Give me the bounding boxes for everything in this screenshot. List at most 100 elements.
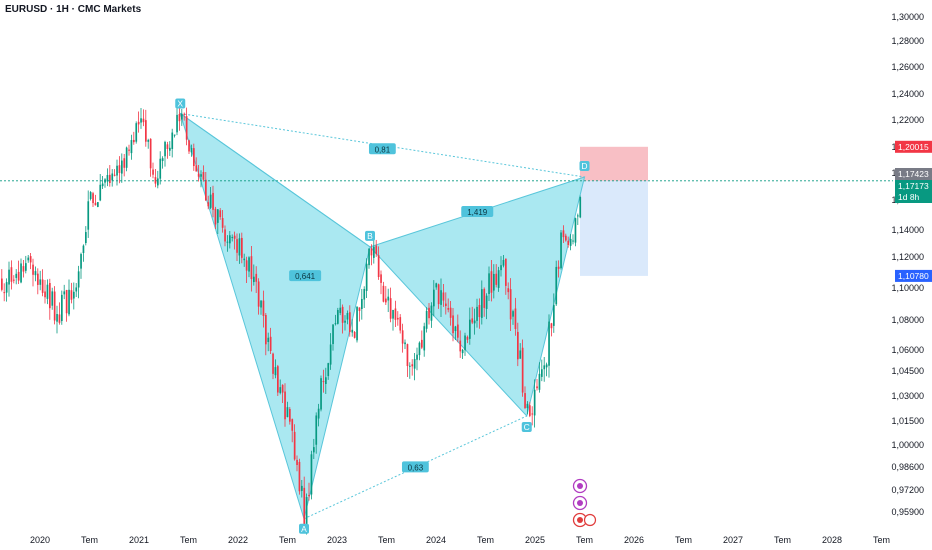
- candle-body: [178, 114, 181, 122]
- candle-body: [423, 326, 426, 351]
- candle-body: [188, 140, 190, 152]
- pattern-point-d[interactable]: [579, 161, 590, 172]
- candle-body: [87, 201, 90, 230]
- lightning-event-icon[interactable]: [572, 478, 588, 494]
- candle-body: [425, 310, 428, 329]
- candle-body: [435, 283, 438, 288]
- candle-body: [53, 291, 56, 321]
- candle-body: [392, 309, 394, 319]
- candle-body: [389, 298, 392, 319]
- candle-body: [298, 461, 301, 492]
- take-profit-zone[interactable]: [580, 180, 648, 276]
- candle-body: [77, 271, 80, 288]
- candle-body: [457, 324, 459, 338]
- candle-body: [370, 248, 373, 256]
- candle-body: [219, 210, 222, 218]
- candle-body: [56, 314, 58, 322]
- candle-body: [250, 256, 253, 280]
- candle-body: [315, 415, 318, 445]
- candle-body: [454, 326, 457, 332]
- candle-body: [387, 296, 390, 301]
- candle-body: [118, 165, 121, 173]
- candle-body: [413, 359, 416, 369]
- candle-body: [346, 312, 349, 320]
- candle-body: [217, 209, 219, 223]
- candle-body: [149, 138, 152, 169]
- ratio-label[interactable]: [368, 143, 396, 155]
- candle-body: [190, 148, 193, 153]
- price-tag-countdown[interactable]: 1d 8h: [895, 191, 932, 203]
- dividend-event-icon[interactable]: [572, 495, 588, 511]
- price-tick-label: 1,10000: [891, 283, 924, 293]
- candle-body: [517, 331, 519, 360]
- event-icons: [572, 478, 597, 528]
- symbol-title[interactable]: EURUSD · 1H · CMC Markets: [5, 4, 142, 15]
- triangle-xab[interactable]: [179, 112, 371, 521]
- candle-body: [349, 312, 351, 333]
- candle-body: [20, 263, 22, 283]
- price-tag-stop-loss[interactable]: 1,20015: [895, 140, 932, 153]
- candle-body: [274, 367, 277, 376]
- candle-body: [569, 238, 572, 246]
- flag-event-icon[interactable]: [583, 513, 597, 527]
- economic-event-icon[interactable]: [572, 512, 588, 528]
- candle-body: [164, 141, 166, 157]
- candle-body: [15, 273, 18, 278]
- price-tag-text: 1d 8h: [898, 192, 920, 202]
- ratio-label[interactable]: [401, 461, 429, 473]
- candle-body: [337, 310, 339, 324]
- dotted-line-ac[interactable]: [303, 415, 527, 520]
- candle-body: [29, 256, 32, 263]
- candle-body: [267, 337, 270, 343]
- candle-body: [130, 140, 133, 154]
- price-tag-last-close-prev[interactable]: 1,17423: [895, 168, 932, 180]
- candle-body: [502, 259, 505, 266]
- candle-body: [135, 123, 138, 142]
- candle-body: [123, 158, 126, 168]
- candle-body: [265, 314, 267, 345]
- stop-loss-zone[interactable]: [580, 146, 648, 181]
- pattern-point-b[interactable]: [365, 230, 375, 241]
- candle-body: [382, 285, 385, 302]
- candle-body: [214, 208, 217, 225]
- candle-body: [509, 289, 512, 320]
- candle-body: [560, 232, 562, 269]
- candle-body: [452, 315, 454, 334]
- pattern-point-a[interactable]: [299, 523, 309, 534]
- candle-body: [550, 323, 553, 329]
- ratio-label-text: 1,419: [467, 208, 488, 217]
- price-tag-take-profit[interactable]: 1,10780: [895, 269, 932, 282]
- price-tag-last-price[interactable]: 1,17173: [895, 180, 932, 192]
- candle-body: [478, 305, 481, 318]
- candle-body: [257, 281, 260, 307]
- candle-body: [68, 289, 70, 315]
- candle-body: [301, 485, 303, 491]
- price-tag-text: 1,17173: [898, 181, 929, 191]
- pattern-labels: X A B C D 0,641 0,81 1,419 0,63: [175, 98, 590, 534]
- ratio-label[interactable]: [461, 205, 494, 217]
- line-xb[interactable]: [179, 113, 371, 248]
- price-tick-label: 1,28000: [891, 36, 924, 46]
- pattern-point-x[interactable]: [175, 98, 186, 109]
- candle-body: [255, 273, 258, 282]
- time-tick-label: 2023: [327, 535, 347, 545]
- time-tick-label: Tem: [477, 535, 494, 545]
- candle-body: [579, 197, 582, 218]
- candle-body: [8, 269, 10, 285]
- candle-body: [377, 255, 380, 277]
- candle-body: [89, 192, 92, 199]
- candle-body: [262, 300, 265, 316]
- candle-body: [459, 340, 462, 352]
- candle-body: [145, 120, 147, 142]
- candle-body: [447, 308, 450, 310]
- candle-body: [555, 266, 558, 305]
- candle-body: [125, 147, 128, 168]
- candle-body: [356, 306, 358, 341]
- candle-body: [128, 149, 130, 151]
- candle-body: [152, 169, 154, 175]
- pattern-point-c[interactable]: [521, 422, 532, 432]
- ratio-label[interactable]: [289, 270, 322, 282]
- price-axis: 1,300001,280001,260001,240001,220001,200…: [891, 12, 924, 517]
